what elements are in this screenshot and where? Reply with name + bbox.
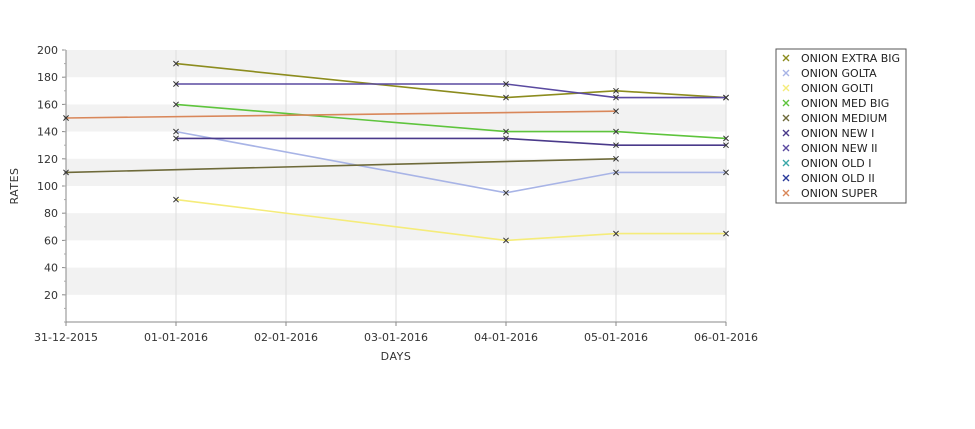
data-point-marker — [173, 81, 179, 87]
data-point-marker — [723, 169, 729, 176]
data-point-marker — [173, 135, 179, 142]
legend-label: ONION NEW I — [801, 127, 874, 140]
data-point-marker — [613, 128, 619, 135]
legend-item: ONION SUPER — [782, 187, 878, 200]
data-point-marker — [173, 60, 179, 67]
x-tick-label: 06-01-2016 — [694, 331, 758, 344]
y-tick-label: 200 — [37, 44, 58, 57]
legend-box — [775, 48, 907, 204]
y-tick-label: 80 — [44, 207, 58, 220]
x-tick-label: 04-01-2016 — [474, 331, 538, 344]
data-point-marker — [173, 128, 179, 135]
data-point-marker — [723, 94, 729, 101]
data-point-marker — [503, 94, 509, 101]
series-line — [176, 137, 726, 146]
data-point-marker — [503, 237, 509, 244]
legend-label: ONION MED BIG — [801, 97, 889, 110]
legend-item: ONION NEW I — [782, 127, 874, 140]
data-point-marker — [173, 196, 179, 203]
legend-item: ONION MED BIG — [782, 97, 889, 110]
legend-marker-icon — [782, 99, 790, 107]
y-tick-label: 20 — [44, 289, 58, 302]
data-point-marker — [613, 155, 619, 162]
x-tick-label: 03-01-2016 — [364, 331, 428, 344]
legend-item: ONION OLD II — [782, 172, 875, 185]
legend-label: ONION NEW II — [801, 142, 878, 155]
y-tick-label: 180 — [37, 71, 58, 84]
legend: ONION EXTRA BIG ONION GOLTA ONION GOLTI ONI… — [775, 48, 907, 204]
series-line — [175, 62, 727, 99]
data-point-marker — [613, 169, 619, 176]
x-tick-label: 31-12-2015 — [34, 331, 98, 344]
legend-label: ONION GOLTA — [801, 67, 877, 80]
data-point-marker — [173, 101, 179, 108]
data-point-marker — [723, 142, 729, 149]
y-tick-label: 140 — [37, 126, 58, 139]
legend-label: ONION EXTRA BIG — [801, 52, 900, 65]
series-line — [65, 158, 617, 174]
data-point-marker — [723, 230, 729, 237]
series-onion-golta — [173, 128, 729, 196]
legend-item: ONION MEDIUM — [782, 112, 887, 125]
legend-marker-icon — [782, 114, 790, 122]
y-tick-label: 160 — [37, 98, 58, 111]
legend-marker-icon — [782, 69, 790, 77]
y-tick-label: 120 — [37, 153, 58, 166]
x-tick-label: 02-01-2016 — [254, 331, 318, 344]
series-line — [176, 83, 726, 99]
series-layer — [63, 60, 729, 244]
data-point-marker — [613, 87, 619, 94]
series-line — [175, 130, 726, 194]
legend-item: ONION OLD I — [782, 157, 872, 170]
legend-item: ONION EXTRA BIG — [782, 52, 900, 65]
data-point-marker — [613, 230, 619, 237]
series-line — [65, 110, 617, 119]
x-tick-label: 05-01-2016 — [584, 331, 648, 344]
legend-item: ONION NEW II — [782, 142, 878, 155]
axes: 20 40 60 80 100 120 140 160 180 200 31-12-2015 01-0… — [34, 44, 758, 344]
data-point-marker — [63, 169, 69, 176]
data-point-marker — [723, 135, 729, 142]
data-point-marker — [613, 108, 619, 115]
legend-label: ONION SUPER — [801, 187, 878, 200]
legend-marker-icon — [782, 129, 790, 137]
legend-label: ONION MEDIUM — [801, 112, 887, 125]
series-onion-med-big — [173, 101, 729, 142]
series-onion-super — [63, 108, 619, 121]
legend-marker-icon — [782, 54, 790, 62]
data-point-marker — [503, 135, 509, 142]
data-point-marker — [613, 142, 619, 149]
series-onion-new-ii — [173, 81, 729, 101]
data-point-marker — [63, 115, 69, 121]
data-point-marker — [613, 94, 619, 101]
legend-marker-icon — [782, 159, 790, 167]
data-point-marker — [503, 189, 509, 196]
x-tick-label: 01-01-2016 — [144, 331, 208, 344]
series-onion-golti — [173, 196, 729, 244]
legend-marker-icon — [782, 84, 790, 92]
legend-label: ONION OLD II — [801, 172, 875, 185]
y-tick-label: 100 — [37, 180, 58, 193]
y-axis-title: RATES — [8, 167, 21, 204]
series-onion-new-i — [173, 135, 729, 149]
legend-marker-icon — [782, 189, 790, 197]
data-point-marker — [503, 81, 509, 87]
legend-label: ONION GOLTI — [801, 82, 873, 95]
legend-item: ONION GOLTA — [782, 67, 877, 80]
series-line — [175, 198, 726, 242]
series-onion-medium — [63, 155, 619, 176]
x-axis-title: DAYS — [381, 350, 412, 363]
legend-marker-icon — [782, 144, 790, 152]
legend-item: ONION GOLTI — [782, 82, 873, 95]
y-tick-label: 40 — [44, 262, 58, 275]
series-line — [175, 103, 727, 140]
data-point-marker — [503, 128, 509, 135]
legend-marker-icon — [782, 174, 790, 182]
y-tick-label: 60 — [44, 234, 58, 247]
legend-label: ONION OLD I — [801, 157, 872, 170]
